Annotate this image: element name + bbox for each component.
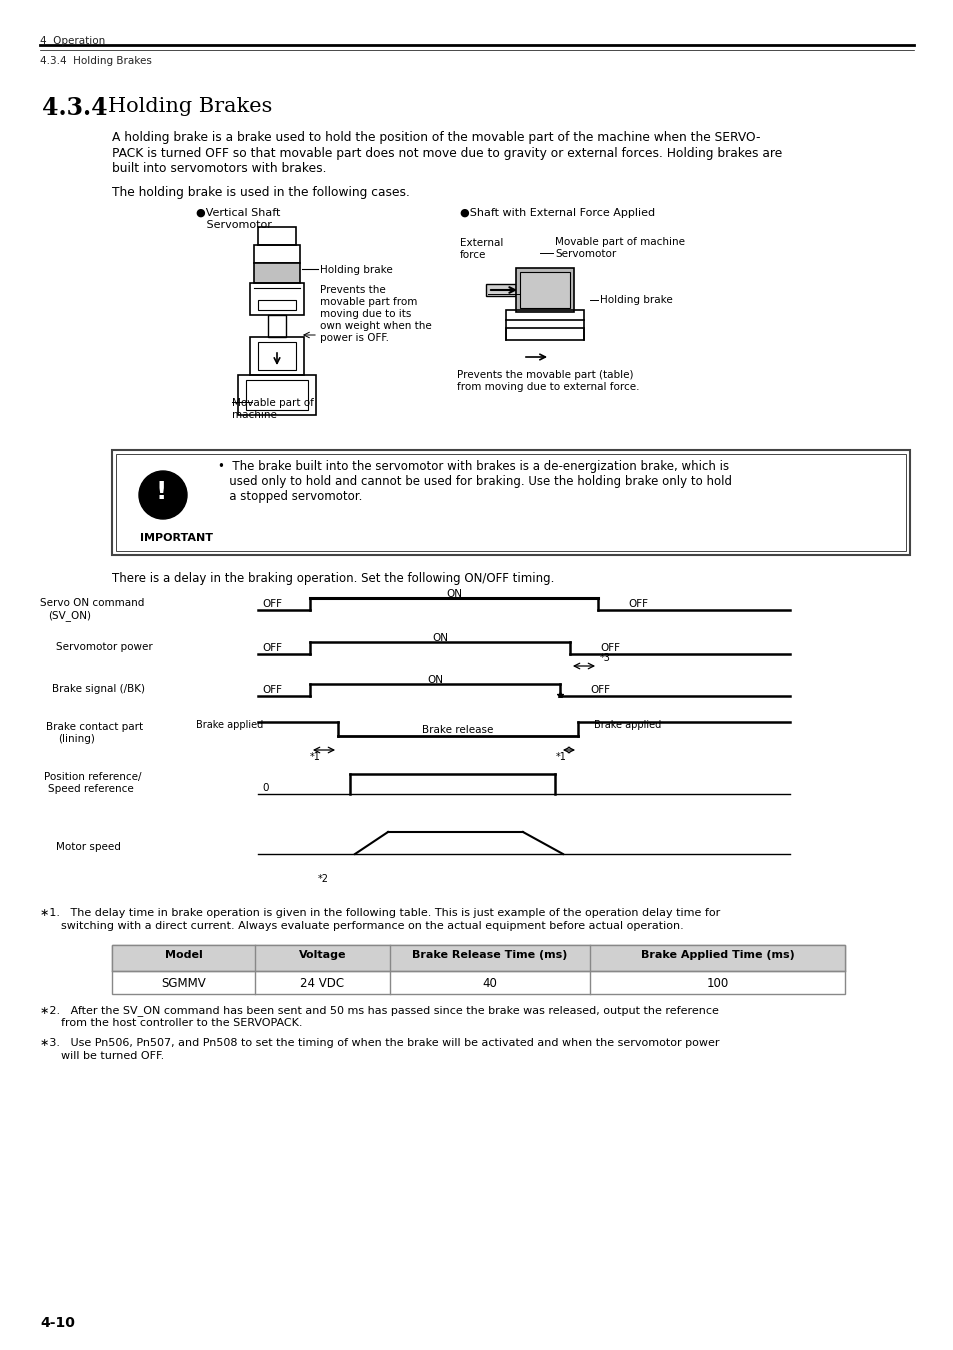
Text: Prevents the: Prevents the xyxy=(319,285,385,296)
Text: PACK is turned OFF so that movable part does not move due to gravity or external: PACK is turned OFF so that movable part … xyxy=(112,147,781,159)
Text: *1: *1 xyxy=(556,752,566,761)
Bar xyxy=(485,284,516,296)
Text: Brake release: Brake release xyxy=(422,725,493,734)
Bar xyxy=(505,310,583,320)
Text: Servo ON command: Servo ON command xyxy=(40,598,144,608)
Text: ON: ON xyxy=(446,589,461,599)
Text: External: External xyxy=(459,238,503,248)
Text: Brake contact part: Brake contact part xyxy=(46,722,143,732)
Text: 4  Operation: 4 Operation xyxy=(40,36,105,46)
Text: 4.3.4  Holding Brakes: 4.3.4 Holding Brakes xyxy=(40,55,152,66)
Text: Movable part of: Movable part of xyxy=(232,398,314,408)
Text: 0: 0 xyxy=(262,783,268,792)
Text: OFF: OFF xyxy=(599,643,619,653)
Text: movable part from: movable part from xyxy=(319,297,416,306)
Text: ∗2.   After the SV_ON command has been sent and 50 ms has passed since the brake: ∗2. After the SV_ON command has been sen… xyxy=(40,1004,719,1017)
Text: 4-10: 4-10 xyxy=(40,1316,74,1330)
Bar xyxy=(519,271,569,308)
Bar xyxy=(257,342,295,370)
Text: SGMMV: SGMMV xyxy=(161,977,206,990)
Text: A holding brake is a brake used to hold the position of the movable part of the : A holding brake is a brake used to hold … xyxy=(112,131,760,144)
Text: Position reference/: Position reference/ xyxy=(44,772,141,782)
Text: ●Shaft with External Force Applied: ●Shaft with External Force Applied xyxy=(459,208,655,217)
Bar xyxy=(505,328,583,340)
Text: ●Vertical Shaft: ●Vertical Shaft xyxy=(195,208,280,217)
Text: used only to hold and cannot be used for braking. Use the holding brake only to : used only to hold and cannot be used for… xyxy=(218,475,731,487)
Circle shape xyxy=(139,471,187,518)
Bar xyxy=(112,945,844,994)
Text: Prevents the movable part (table): Prevents the movable part (table) xyxy=(456,370,633,379)
Bar xyxy=(250,284,304,315)
Bar xyxy=(257,300,295,310)
Text: from moving due to external force.: from moving due to external force. xyxy=(456,382,639,391)
Text: OFF: OFF xyxy=(262,643,282,653)
Text: OFF: OFF xyxy=(627,599,647,609)
Text: !: ! xyxy=(156,481,167,504)
Text: built into servomotors with brakes.: built into servomotors with brakes. xyxy=(112,162,326,176)
Text: *2: *2 xyxy=(317,873,329,884)
Bar xyxy=(116,454,905,551)
Text: Movable part of machine: Movable part of machine xyxy=(555,238,684,247)
Text: IMPORTANT: IMPORTANT xyxy=(140,533,213,543)
Text: Servomotor power: Servomotor power xyxy=(56,643,152,652)
Bar xyxy=(250,338,304,375)
Text: from the host controller to the SERVOPACK.: from the host controller to the SERVOPAC… xyxy=(40,1018,302,1027)
Text: Brake signal (/BK): Brake signal (/BK) xyxy=(52,684,145,694)
Text: Model: Model xyxy=(165,950,202,960)
Text: OFF: OFF xyxy=(262,599,282,609)
Text: a stopped servomotor.: a stopped servomotor. xyxy=(218,490,362,504)
Text: OFF: OFF xyxy=(589,684,609,695)
Text: force: force xyxy=(459,250,486,261)
Text: ∗1.   The delay time in brake operation is given in the following table. This is: ∗1. The delay time in brake operation is… xyxy=(40,909,720,918)
Text: power is OFF.: power is OFF. xyxy=(319,333,389,343)
Text: Brake Release Time (ms): Brake Release Time (ms) xyxy=(412,950,567,960)
Text: Brake applied: Brake applied xyxy=(195,720,263,730)
Bar xyxy=(246,379,308,410)
Text: Servomotor: Servomotor xyxy=(195,220,272,230)
Text: Holding brake: Holding brake xyxy=(599,296,672,305)
Text: Speed reference: Speed reference xyxy=(48,784,133,794)
Bar xyxy=(253,263,299,284)
Bar xyxy=(516,269,574,312)
Bar xyxy=(257,227,295,244)
Text: 4.3.4: 4.3.4 xyxy=(42,96,108,120)
Text: own weight when the: own weight when the xyxy=(319,321,432,331)
Bar xyxy=(268,315,286,338)
Text: ∗3.   Use Pn506, Pn507, and Pn508 to set the timing of when the brake will be ac: ∗3. Use Pn506, Pn507, and Pn508 to set t… xyxy=(40,1038,719,1048)
Text: ON: ON xyxy=(432,633,448,643)
Bar xyxy=(253,244,299,263)
Text: OFF: OFF xyxy=(262,684,282,695)
Text: Servomotor: Servomotor xyxy=(555,248,616,259)
Text: *1: *1 xyxy=(310,752,320,761)
Text: Brake Applied Time (ms): Brake Applied Time (ms) xyxy=(640,950,794,960)
Text: 40: 40 xyxy=(482,977,497,990)
Text: 100: 100 xyxy=(705,977,728,990)
Text: Holding brake: Holding brake xyxy=(319,265,393,275)
Text: Brake applied: Brake applied xyxy=(594,720,660,730)
Bar xyxy=(112,450,909,555)
Text: •  The brake built into the servomotor with brakes is a de-energization brake, w: • The brake built into the servomotor wi… xyxy=(218,460,728,472)
Bar xyxy=(237,375,315,414)
Text: ON: ON xyxy=(427,675,442,684)
Text: The holding brake is used in the following cases.: The holding brake is used in the followi… xyxy=(112,186,410,198)
Text: *3: *3 xyxy=(599,653,610,663)
Text: Voltage: Voltage xyxy=(298,950,346,960)
Text: machine: machine xyxy=(232,410,276,420)
Text: will be turned OFF.: will be turned OFF. xyxy=(40,1052,164,1061)
Bar xyxy=(112,945,844,971)
Text: Holding Brakes: Holding Brakes xyxy=(108,97,273,116)
Text: moving due to its: moving due to its xyxy=(319,309,411,319)
Text: There is a delay in the braking operation. Set the following ON/OFF timing.: There is a delay in the braking operatio… xyxy=(112,572,554,585)
Text: 24 VDC: 24 VDC xyxy=(300,977,344,990)
Text: (SV_ON): (SV_ON) xyxy=(48,610,91,621)
Text: (lining): (lining) xyxy=(58,734,94,744)
Text: Motor speed: Motor speed xyxy=(56,842,121,852)
Text: switching with a direct current. Always evaluate performance on the actual equip: switching with a direct current. Always … xyxy=(40,921,683,931)
